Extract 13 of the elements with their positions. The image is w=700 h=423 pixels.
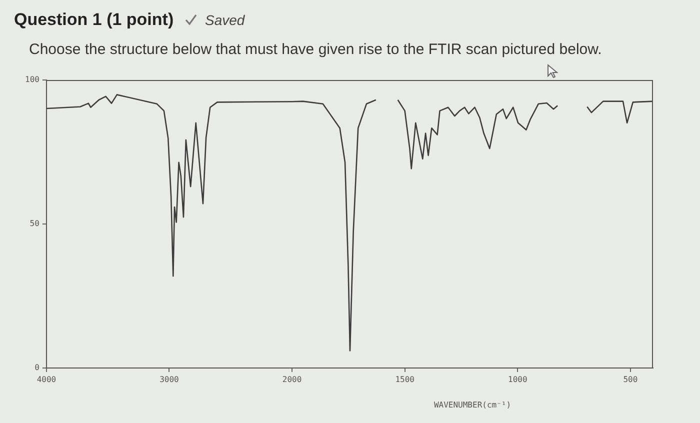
chart-title: Question 1 (1 point) [14, 10, 174, 30]
y-tick-label: 50 [30, 219, 40, 228]
x-tick-label: 2000 [282, 374, 302, 384]
x-tick-label: 4000 [36, 374, 56, 384]
x-tick-label: 500 [623, 374, 638, 384]
text: Saved [205, 12, 245, 28]
y-tick-label: 0 [34, 363, 40, 372]
x-tick-label: 3000 [160, 374, 180, 384]
x-tick-label: 1000 [508, 374, 528, 384]
x-tick-label: 1500 [395, 374, 415, 384]
y-tick-label: 100 [24, 75, 40, 84]
x-axis-title: WAVENUMBER(cm⁻¹) [434, 400, 512, 410]
chart-subtitle: Choose the structure below that must have given rise to the FTIR scan pictured below. [29, 41, 602, 58]
